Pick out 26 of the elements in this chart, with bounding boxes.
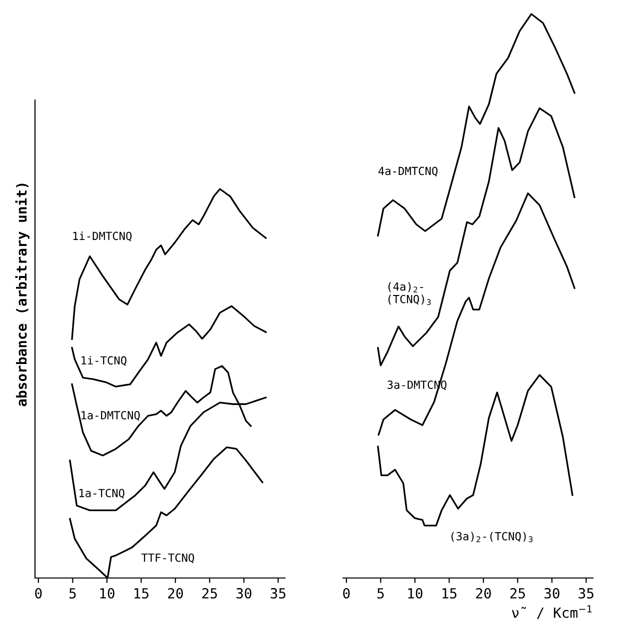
x-tick-label: 20 xyxy=(476,588,491,599)
x-tick-label: 10 xyxy=(100,588,114,599)
series-label: (4a)$_{2}$- (TCNQ)$_{3}$ xyxy=(388,282,431,306)
x-tick-label: 15 xyxy=(134,588,148,599)
series-label: (3a)$_{2}$-(TCNQ)$_{3}$ xyxy=(451,532,533,542)
x-tick-label: 15 xyxy=(442,588,456,599)
series-label: 1i-TCNQ xyxy=(82,356,126,366)
x-tick-label: 10 xyxy=(408,588,422,599)
x-tick-label: 25 xyxy=(510,588,525,599)
x-axis-title: ν̃ / Kcm$^{−1}$ xyxy=(512,605,592,619)
series-label: 1i-DMTCNQ xyxy=(73,232,132,242)
x-tick-label: 30 xyxy=(544,588,560,599)
series-label: 1a-TCNQ xyxy=(79,488,124,499)
x-tick-label: 20 xyxy=(168,588,183,599)
series-label: 4a-DMTCNQ xyxy=(378,166,438,176)
x-tick-label: 5 xyxy=(377,588,384,599)
x-tick-label: 0 xyxy=(35,588,42,599)
series-label: 1a-DMTCNQ xyxy=(82,411,140,421)
x-tick-label: 5 xyxy=(69,588,76,599)
x-tick-label: 0 xyxy=(343,588,350,599)
y-axis-title: absorbance (arbitrary unit) xyxy=(15,184,30,406)
x-tick-label: 30 xyxy=(236,588,252,599)
x-tick-label: 35 xyxy=(270,588,286,599)
series-label: TTF-TCNQ xyxy=(141,553,194,564)
x-tick-label: 25 xyxy=(202,588,217,599)
x-tick-label: 35 xyxy=(578,588,594,599)
